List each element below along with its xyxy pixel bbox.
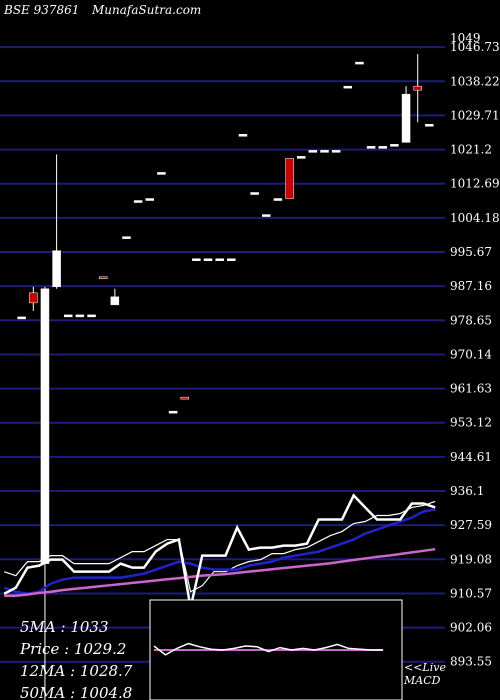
legend-12ma: 12MA : 1028.7 (20, 662, 133, 680)
ma-line-ma_short (3, 500, 436, 593)
candle-body (192, 258, 201, 261)
y-tick-label: 961.63 (450, 382, 492, 396)
candle-body (425, 124, 434, 127)
y-tick-label: 1046.73 (450, 40, 500, 54)
y-tick-label: 927.59 (450, 518, 492, 532)
site-label: MunafaSutra.com (92, 3, 202, 17)
candle-body (180, 396, 189, 400)
macd-line (153, 642, 384, 656)
legend-5ma: 5MA : 1033 (20, 618, 109, 636)
candle-body (285, 158, 294, 199)
candle-body (29, 292, 38, 304)
ma-line-ma_long (4, 547, 436, 597)
candle-body (390, 144, 399, 147)
candle-body (413, 85, 422, 91)
candle-body (215, 258, 224, 261)
y-tick-label: 995.67 (450, 245, 492, 259)
ticker-label: BSE 937861 (4, 3, 80, 17)
y-tick-label: 1004.18 (450, 211, 500, 225)
y-tick-label: 1012.69 (450, 177, 500, 191)
y-tick-label: 893.55 (450, 655, 492, 669)
candle-body (98, 276, 108, 280)
candle-body (87, 314, 96, 318)
candle-body (145, 198, 155, 201)
macd-live-line2: MACD (404, 674, 441, 687)
candle-body (366, 146, 376, 149)
candle-body (75, 314, 85, 318)
macd-live-line1: <<Live (404, 661, 446, 674)
macd-live-label[interactable]: <<Live MACD (404, 661, 446, 687)
candle-body (250, 192, 259, 195)
ma-line-price_close (3, 493, 436, 609)
y-tick-label: 1049 (450, 31, 481, 45)
candle-body (17, 316, 26, 320)
y-tick-label: 944.61 (450, 450, 492, 464)
y-tick-label: 919.08 (450, 552, 492, 566)
y-tick-label: 970.14 (450, 347, 492, 361)
y-tick-label: 978.65 (450, 313, 492, 327)
y-tick-label: 936.1 (450, 484, 484, 498)
candle-body (63, 314, 73, 318)
candle-body (401, 93, 411, 143)
candle-body (110, 296, 120, 306)
ma-legend: 5MA : 1033 Price : 1029.2 12MA : 1028.7 … (20, 616, 132, 700)
y-tick-label: 1038.22 (450, 74, 500, 88)
candle-body (378, 146, 388, 149)
candle-body (320, 150, 329, 153)
candle-body (331, 150, 341, 153)
candle-body (157, 172, 166, 175)
candle-body (40, 288, 50, 564)
candle-body (133, 200, 143, 203)
candle-body (122, 236, 131, 239)
candle-body (355, 61, 364, 65)
candle-body (203, 258, 213, 261)
candle-body (227, 258, 236, 261)
y-tick-label: 987.16 (450, 279, 492, 293)
candle-body (296, 156, 306, 159)
legend-price: Price : 1029.2 (20, 640, 127, 658)
candle-body (262, 214, 271, 217)
candle-body (308, 150, 318, 153)
y-tick-label: 953.12 (450, 416, 492, 430)
legend-50ma: 50MA : 1004.8 (20, 684, 133, 700)
ma-line-ma_mid (3, 508, 436, 596)
candle-body (52, 250, 61, 288)
candle-body (168, 410, 178, 414)
candle-body (343, 85, 353, 89)
y-tick-label: 1021.2 (450, 143, 492, 157)
y-tick-label: 1029.71 (450, 108, 500, 122)
y-tick-label: 910.57 (450, 586, 492, 600)
y-tick-label: 902.06 (450, 621, 492, 635)
candle-body (273, 198, 283, 201)
candle-body (238, 134, 248, 137)
